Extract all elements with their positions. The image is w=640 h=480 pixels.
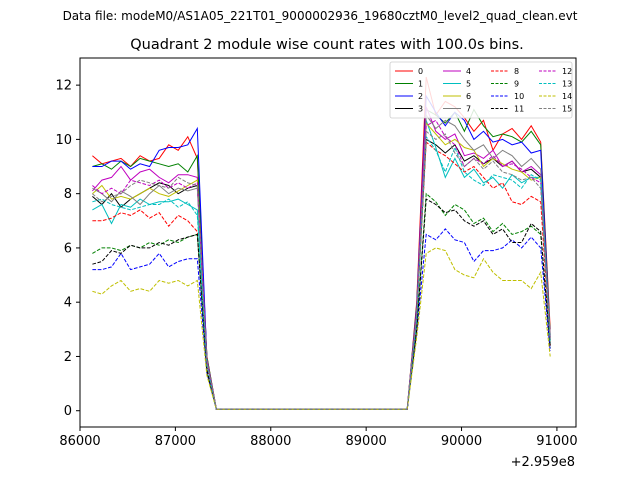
chart-title: Quadrant 2 module wise count rates with … [130, 37, 524, 53]
series-line-1 [92, 108, 551, 410]
legend-label-4: 4 [466, 67, 471, 76]
series-line-4 [92, 106, 551, 410]
series-line-6 [92, 121, 551, 410]
series-line-14 [92, 247, 551, 410]
x-tick-label: 90000 [441, 434, 482, 449]
x-tick-label: 87000 [155, 434, 196, 449]
y-tick-label: 6 [64, 241, 72, 256]
y-tick-label: 4 [64, 296, 72, 311]
series-line-15 [92, 130, 551, 410]
legend-label-6: 6 [466, 92, 471, 101]
legend-label-9: 9 [514, 79, 519, 88]
series-line-10 [92, 228, 551, 410]
x-tick-label: 91000 [536, 434, 577, 449]
legend-label-11: 11 [514, 104, 524, 113]
legend-label-0: 0 [418, 67, 423, 76]
series-line-0 [92, 76, 551, 410]
series-line-9 [92, 192, 551, 410]
y-tick-label: 12 [55, 79, 72, 94]
legend-label-8: 8 [514, 67, 519, 76]
series-line-11 [92, 198, 551, 410]
series-line-8 [92, 141, 551, 410]
plot-frame [79, 57, 577, 428]
y-tick-label: 0 [64, 404, 72, 419]
legend-box [389, 61, 573, 119]
legend-label-14: 14 [562, 92, 572, 101]
series-line-13 [92, 135, 551, 410]
y-tick-label: 8 [64, 187, 72, 202]
y-tick-label: 10 [55, 133, 72, 148]
x-tick-label: 86000 [59, 434, 100, 449]
legend-label-7: 7 [466, 104, 471, 113]
x-axis-offset-label: +2.959e8 [511, 455, 575, 470]
legend-label-12: 12 [562, 67, 572, 76]
legend-label-10: 10 [514, 92, 524, 101]
plot-area [92, 76, 551, 410]
series-line-7 [92, 113, 551, 410]
legend-label-1: 1 [418, 79, 423, 88]
legend-label-3: 3 [418, 104, 423, 113]
legend-label-2: 2 [418, 92, 423, 101]
y-tick-label: 2 [64, 350, 72, 365]
data-file-subtitle: Data file: modeM0/AS1A05_221T01_90000029… [63, 9, 578, 23]
x-tick-label: 89000 [345, 434, 386, 449]
legend-label-15: 15 [562, 104, 572, 113]
legend-label-5: 5 [466, 79, 471, 88]
x-tick-label: 88000 [250, 434, 291, 449]
legend-label-13: 13 [562, 79, 572, 88]
